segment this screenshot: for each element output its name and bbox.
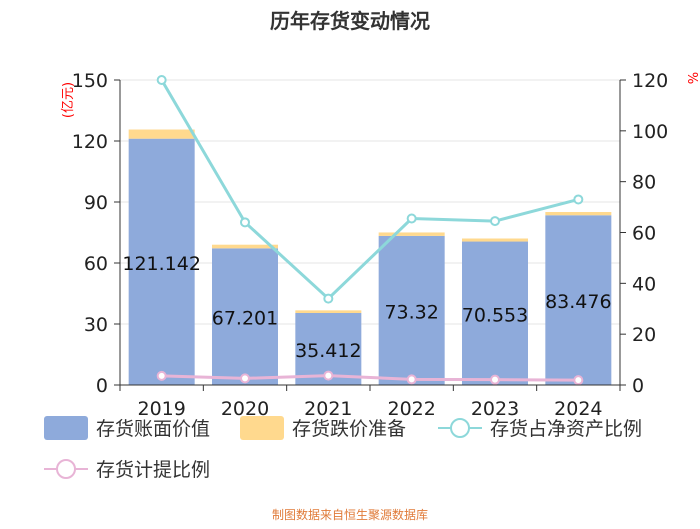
point-provision-ratio-2019 [156, 370, 167, 381]
point-provision-ratio-2022 [406, 374, 417, 385]
point-provision-ratio-2021 [323, 370, 334, 381]
bar-value-label-2022: 73.32 [384, 301, 438, 323]
right-tick-label: 20 [632, 324, 656, 346]
left-axis-unit-label: (亿元) [61, 82, 76, 118]
x-tick-label-2022: 2022 [387, 398, 435, 420]
bar-impairment-2023 [462, 238, 528, 242]
point-inventory-to-net-assets-2020 [240, 217, 250, 228]
bar-book-value-2020 [212, 248, 278, 385]
legend-label: 存货计提比例 [96, 459, 210, 481]
bar-impairment-2019 [128, 129, 195, 139]
chart-title: 历年存货变动情况 [270, 9, 430, 33]
bars-layer [128, 129, 612, 385]
bar-impairment-2024 [545, 212, 612, 216]
point-provision-ratio-2023 [490, 374, 500, 385]
right-tick-label: 120 [632, 70, 668, 92]
right-axis-unit-label: % [684, 72, 699, 84]
legend-label: 存货账面价值 [96, 418, 210, 440]
line-provision-ratio [161, 374, 579, 382]
legend-marker [450, 418, 470, 438]
legend-item-3[interactable]: 存货占净资产比例 [438, 418, 642, 440]
bar-value-label-2020: 67.201 [212, 308, 278, 330]
legend-item-4[interactable]: 存货计提比例 [44, 459, 210, 481]
bar-value-label-2023: 70.553 [462, 304, 528, 326]
bar-value-label-2024: 83.476 [545, 291, 611, 313]
source-note: 制图数据来自恒生聚源数据库 [272, 507, 428, 522]
bar-book-value-2023 [462, 241, 528, 385]
right-tick-label: 60 [632, 223, 656, 245]
legend-label: 存货占净资产比例 [490, 418, 642, 440]
point-inventory-to-net-assets-2024 [573, 194, 584, 205]
x-tick-label-2023: 2023 [471, 398, 519, 420]
bar-book-value-2019 [128, 138, 195, 385]
bar-book-value-2024 [545, 215, 612, 385]
right-tick-label: 40 [632, 273, 656, 295]
legend-swatch [44, 416, 88, 440]
data-labels-layer: 121.142 67.201 35.412 73.32 70.553 83.476 [122, 253, 611, 362]
left-tick-label: 60 [84, 253, 108, 275]
left-tick-label: 120 [72, 131, 108, 153]
x-tick-label-2024: 2024 [554, 398, 602, 420]
right-tick-label: 100 [632, 121, 668, 143]
legend-label: 存货跌价准备 [292, 418, 406, 440]
x-tick-label-2020: 2020 [221, 398, 269, 420]
axes-layer: 0 30 60 90 120 150 0 20 40 60 80 100 120 2019 2020 2021… [72, 70, 669, 420]
point-provision-ratio-2024 [573, 375, 584, 386]
left-tick-label: 30 [84, 314, 108, 336]
bar-impairment-2020 [212, 244, 278, 249]
left-tick-label: 0 [96, 375, 108, 397]
bar-impairment-2022 [378, 232, 445, 236]
grid-lines [120, 79, 620, 325]
bar-book-value-2022 [378, 235, 445, 385]
point-inventory-to-net-assets-2019 [156, 75, 167, 85]
point-inventory-to-net-assets-2023 [490, 216, 500, 227]
x-tick-label-2021: 2021 [304, 398, 352, 420]
right-tick-label: 80 [632, 172, 656, 194]
point-inventory-to-net-assets-2022 [406, 213, 417, 224]
right-tick-label: 0 [632, 375, 644, 397]
point-provision-ratio-2020 [240, 373, 250, 384]
legend-marker [56, 459, 76, 479]
legend-swatch [240, 416, 284, 440]
left-tick-label: 90 [84, 192, 108, 214]
lines-layer [156, 75, 584, 386]
bar-value-label-2019: 121.142 [122, 253, 201, 275]
legend-item-1[interactable]: 存货账面价值 [44, 416, 210, 440]
x-tick-label-2019: 2019 [137, 398, 185, 420]
legend-item-2[interactable]: 存货跌价准备 [240, 416, 406, 440]
bar-impairment-2021 [295, 310, 362, 313]
left-tick-label: 150 [72, 70, 108, 92]
line-inventory-to-net-assets [160, 79, 579, 301]
bar-value-label-2021: 35.412 [295, 340, 361, 362]
point-inventory-to-net-assets-2021 [323, 293, 334, 304]
